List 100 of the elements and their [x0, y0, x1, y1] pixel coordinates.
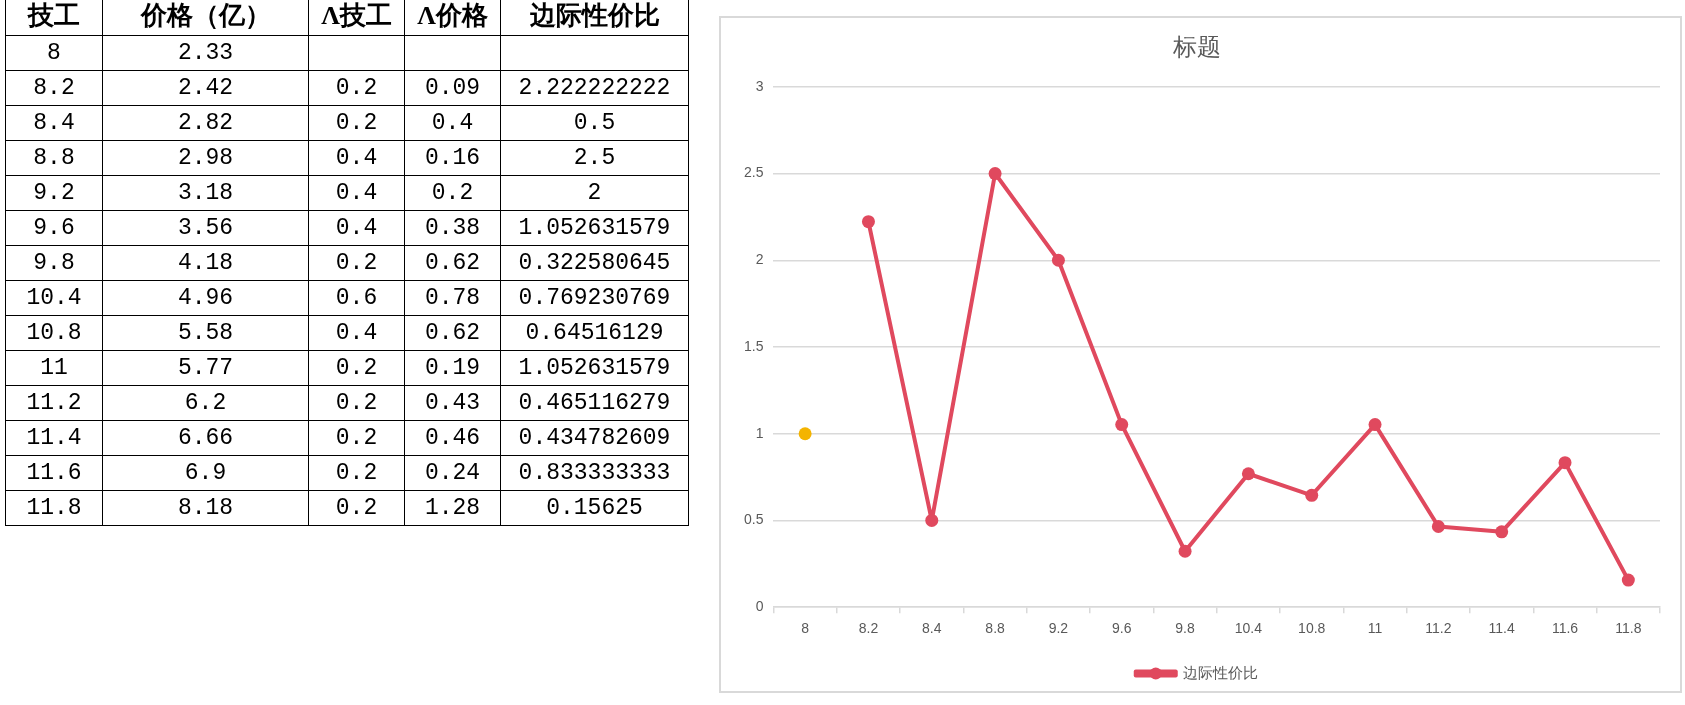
data-label: 0.09: [424, 75, 481, 101]
point: [1431, 520, 1445, 534]
data-label: 0.2: [335, 110, 378, 136]
category-label: 9.8: [33, 250, 75, 276]
data-label: 2.98: [177, 145, 234, 171]
data-label: 2.33: [177, 40, 234, 66]
data-label: 6.9: [184, 460, 227, 486]
data-label: 0.64516129: [525, 320, 664, 346]
point: [1621, 573, 1635, 587]
x-tick-label: 11: [1367, 620, 1383, 637]
x-tick-label: 11.2: [1425, 620, 1452, 637]
y-tick-label: 1.5: [743, 337, 764, 354]
data-label: 6.2: [184, 390, 227, 416]
data-label: 2.82: [177, 110, 234, 136]
category-label: 11: [40, 355, 68, 381]
category-label: 8: [47, 40, 61, 66]
y-tick-label: 0.5: [743, 511, 764, 528]
data-label: 0.38: [424, 215, 481, 241]
data-label: 0.5: [573, 110, 616, 136]
data-label: 0.19: [424, 355, 481, 381]
category-label: 8.2: [33, 75, 75, 101]
y-tick-label: 2: [755, 251, 764, 268]
data-label: 5.77: [177, 355, 234, 381]
point: [1178, 544, 1192, 558]
data-label: 4.96: [177, 285, 234, 311]
category-label: 10.8: [26, 320, 82, 346]
point: [1115, 418, 1129, 432]
text: 技工: [28, 1, 80, 30]
data-label: 0.6: [335, 285, 378, 311]
data-label: 2.42: [177, 75, 234, 101]
point: [1305, 488, 1319, 502]
data-label: 0.4: [335, 145, 378, 171]
y-tick-label: 1: [755, 424, 764, 441]
data-label: 3.56: [177, 215, 234, 241]
data-label: 0.2: [335, 355, 378, 381]
text: Λ技工: [321, 1, 392, 30]
legend-label: 价格（亿）: [140, 1, 271, 30]
data-label: 5.58: [177, 320, 234, 346]
data-label: 0.2: [335, 495, 378, 521]
data-label: 0.434782609: [518, 425, 671, 451]
data-label: 2.222222222: [518, 75, 671, 101]
data-label: 0.769230769: [518, 285, 671, 311]
point: [1558, 456, 1572, 470]
category-label: 8.4: [33, 110, 75, 136]
data-label: 0.322580645: [518, 250, 671, 276]
data-label: 1.052631579: [518, 355, 671, 381]
category-label: 11.4: [26, 425, 82, 451]
data-label: 1.28: [424, 495, 481, 521]
category-label: 11.2: [26, 390, 82, 416]
data-label: 0.46: [424, 425, 481, 451]
point: [861, 215, 875, 229]
data-label: 0.833333333: [518, 460, 671, 486]
x-tick-label: 9.8: [1175, 620, 1196, 637]
data-label: 0.4: [335, 215, 378, 241]
category-label: 10.4: [26, 285, 82, 311]
data-label: 0.2: [335, 250, 378, 276]
point: [988, 167, 1002, 181]
x-tick-label: 8.2: [858, 620, 879, 637]
x-tick-label: 10.8: [1298, 620, 1326, 637]
data-label: 0.465116279: [518, 390, 671, 416]
data-label: 0.4: [335, 320, 378, 346]
y-tick-label: 0: [755, 598, 764, 615]
category-label: 9.2: [33, 180, 75, 206]
data-label: 2: [587, 180, 602, 206]
x-tick-label: 10.4: [1234, 620, 1263, 637]
point: [1495, 525, 1509, 539]
x-tick-label: 8.4: [922, 620, 942, 637]
legend-label: 边际性价比: [1183, 663, 1259, 681]
data-label: 0.62: [424, 320, 481, 346]
x-tick-label: 9.6: [1112, 620, 1132, 637]
category-label: 9.6: [33, 215, 75, 241]
data-label: 0.2: [431, 180, 474, 206]
x-tick-label: 11.8: [1615, 620, 1642, 637]
data-label: 0.43: [424, 390, 481, 416]
category-label: 11.6: [26, 460, 82, 486]
data-label: 0.4: [431, 110, 474, 136]
data-label: 0.2: [335, 460, 378, 486]
data-label: 0.78: [424, 285, 481, 311]
data-label: 0.62: [424, 250, 481, 276]
chart-title: 标题: [1172, 33, 1221, 60]
data-label: 0.4: [335, 180, 378, 206]
data-label: 0.2: [335, 425, 378, 451]
point: [798, 427, 812, 441]
data-label: 4.18: [177, 250, 234, 276]
legend-label: Λ价格: [417, 1, 488, 30]
data-label: 0.24: [424, 460, 481, 486]
y-tick-label: 3: [755, 77, 764, 94]
data-label: 2.5: [573, 145, 616, 171]
data-label: 0.15625: [546, 495, 643, 521]
x-tick-label: 9.2: [1048, 620, 1069, 637]
point: [1241, 467, 1255, 481]
data-label: 0.2: [335, 75, 378, 101]
point: [925, 513, 939, 527]
legend-label: 边际性价比: [529, 1, 660, 30]
data-label: 0.16: [424, 145, 481, 171]
x-tick-label: 8.8: [985, 620, 1006, 637]
x-tick-label: 8: [801, 620, 810, 637]
data-label: 0.2: [335, 390, 378, 416]
category-label: 11.8: [26, 495, 82, 521]
data-label: 8.18: [177, 495, 234, 521]
